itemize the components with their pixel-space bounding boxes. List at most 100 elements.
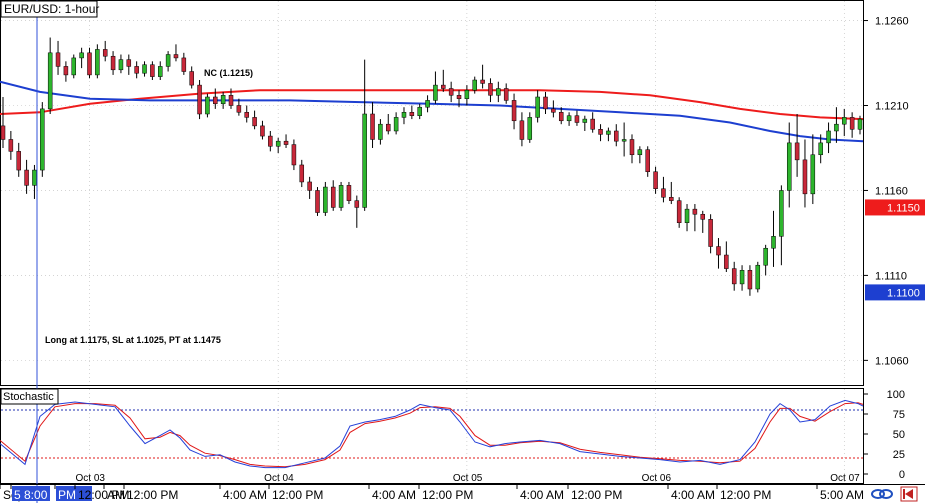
candle-bear	[543, 96, 548, 110]
candle-bear	[724, 254, 729, 269]
candle-bull	[338, 185, 344, 208]
candle-bear	[8, 139, 14, 152]
candle-bull	[771, 236, 776, 249]
candle-bull	[425, 100, 430, 108]
candle-bull	[763, 247, 768, 266]
candle-bear	[692, 208, 698, 215]
candle-bear	[747, 270, 753, 290]
candle-bear	[55, 52, 61, 67]
candle-bull	[165, 54, 171, 67]
price-badge-label: 1.1150	[887, 202, 920, 214]
candle-bull	[755, 264, 761, 290]
candle-bear	[244, 112, 249, 118]
time-label: 5 8:00	[14, 488, 48, 502]
candle-bull	[637, 149, 643, 156]
candle-bear	[456, 95, 462, 99]
stochastic-tick-label: 25	[893, 449, 905, 461]
candle-bear	[150, 64, 155, 77]
candle-bear	[629, 139, 635, 156]
candle-bull	[71, 57, 77, 76]
candle-bull	[95, 49, 100, 76]
candle-bear	[558, 112, 564, 122]
stochastic-label-box	[0, 388, 59, 405]
stochastic-axis: 100 75 50 25 0	[864, 389, 905, 481]
candle-bear	[102, 49, 108, 57]
chart-title: EUR/USD: 1-hour	[4, 2, 99, 16]
candle-bear	[197, 84, 202, 115]
candle-bear	[574, 115, 580, 123]
time-label: 12:00 PM	[422, 488, 473, 502]
candle-bull	[79, 52, 84, 59]
candle-bull	[834, 123, 839, 132]
candle-bear	[448, 88, 454, 96]
candle-bull	[684, 208, 690, 223]
ma-blue-line	[0, 80, 864, 143]
candlestick-series	[0, 37, 863, 296]
candle-bull	[621, 139, 627, 142]
stochastic-tick-label: 0	[899, 469, 905, 481]
candle-bear	[511, 100, 517, 122]
time-label: PM	[58, 488, 76, 502]
candle-bear	[590, 118, 595, 130]
candle-bear	[598, 129, 603, 135]
candle-bull	[362, 113, 367, 208]
candle-bull	[220, 95, 226, 105]
trade-annotation: Long at 1.1175, SL at 1.1025, PT at 1.14…	[45, 335, 221, 345]
price-badge	[865, 199, 925, 216]
candle-bear	[849, 117, 855, 130]
time-label: 4:00 AM	[372, 488, 416, 502]
price-tick-label: 1.1210	[875, 100, 909, 112]
stochastic-label: Stochastic	[3, 391, 54, 403]
candle-bear	[330, 186, 336, 208]
time-label: 4:00 AM	[223, 488, 267, 502]
candle-bull	[779, 190, 784, 237]
candle-bull	[142, 64, 147, 74]
candle-bull	[527, 117, 533, 140]
candle-bear	[716, 246, 721, 256]
candle-bull	[433, 84, 438, 101]
candle-bear	[370, 113, 375, 140]
session-label: Oct 06	[642, 473, 672, 484]
candle-bear	[268, 135, 273, 147]
time-label: 4:00 AM	[671, 488, 715, 502]
candle-bull	[417, 106, 422, 116]
time-label: 12:00 PM	[127, 488, 178, 502]
candle-bear	[307, 181, 312, 191]
time-label: 12:00 PM	[272, 488, 323, 502]
time-highlight	[12, 486, 50, 501]
candle-bull	[401, 112, 407, 118]
moving-averages	[0, 80, 864, 143]
candle-bear	[228, 95, 234, 106]
time-label: 5:00 AM	[820, 488, 864, 502]
candle-bull	[535, 96, 540, 118]
candle-bear	[315, 190, 320, 213]
candle-bear	[614, 130, 619, 142]
candle-bull	[786, 142, 792, 191]
link-icon[interactable]	[871, 489, 893, 499]
candle-bear	[551, 108, 556, 113]
stochastic-tick-label: 50	[893, 429, 905, 441]
price-axis: 1.1260 1.1210 1.1160 1.1110 1.1060	[864, 16, 909, 367]
candle-bear	[708, 219, 713, 247]
candle-bear	[441, 84, 446, 89]
session-label: Oct 03	[75, 473, 105, 484]
candle-bear	[669, 196, 674, 201]
candle-bear	[252, 117, 257, 127]
candle-bear	[87, 52, 92, 76]
candle-bull	[810, 154, 816, 195]
candle-bear	[488, 83, 493, 96]
scroll-back-icon[interactable]	[900, 486, 918, 502]
candle-bear	[283, 140, 289, 145]
candle-bear	[236, 105, 242, 113]
candle-bear	[354, 200, 360, 208]
candle-bear	[676, 200, 682, 223]
session-label: Oct 07	[830, 473, 860, 484]
candle-bear	[519, 120, 525, 140]
price-panel-frame	[0, 0, 864, 386]
candle-bear	[213, 96, 218, 105]
candle-bear	[731, 268, 737, 285]
candle-bear	[24, 169, 29, 186]
